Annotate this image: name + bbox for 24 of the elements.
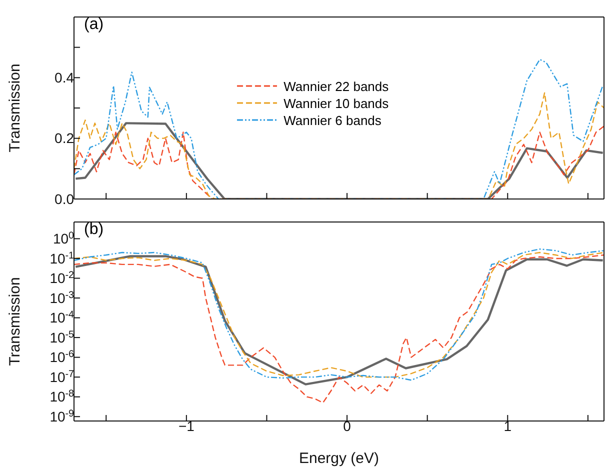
legend-label: Wannier 6 bands [284, 112, 382, 129]
y-tick-label: 10$^{0}$ [52, 230, 75, 247]
y-tick-label: 0.0 [54, 190, 74, 207]
annotation: (a) [84, 16, 104, 34]
y-tick-label: 10$^{-9}$ [50, 408, 74, 425]
x-tick-label: 0 [343, 418, 352, 434]
y-tick-label: 10$^{-6}$ [50, 348, 75, 366]
y-tick-label: 10$^{-7}$ [50, 368, 74, 385]
y-tick-label: 0.2 [54, 130, 74, 146]
x-tick-label: 1 [504, 418, 512, 434]
y-tick-label: 10$^{-1}$ [50, 250, 74, 266]
legend-label: Wannier 22 bands [284, 78, 389, 95]
legend-label: Wannier 10 bands [284, 94, 389, 112]
y-tick-label: 10$^{-8}$ [50, 388, 75, 405]
x-tick-label: −1 [178, 418, 195, 434]
y-tick-label: 10$^{-3}$ [50, 289, 75, 306]
y-tick-label: 0.4 [54, 70, 74, 86]
y-tick-label: 10$^{-4}$ [50, 309, 75, 326]
annotation: (b) [84, 221, 104, 239]
x-axis-title: Energy (eV) [298, 450, 380, 467]
y-axis-title: Transmission [6, 277, 24, 366]
y-tick-label: 10$^{-5}$ [50, 328, 75, 346]
y-axis-title: Transmission [6, 64, 24, 152]
y-tick-label: 10$^{-2}$ [50, 270, 74, 286]
